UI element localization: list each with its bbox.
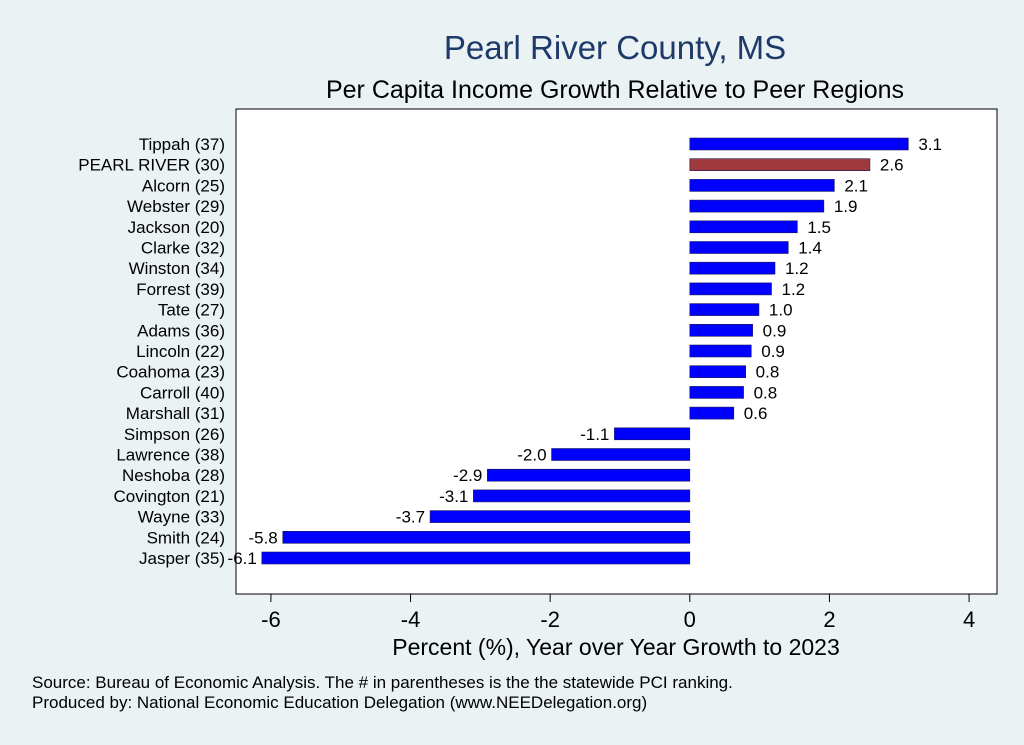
bar [614,427,691,441]
bar [689,282,772,296]
bar [689,365,746,379]
category-label: Jackson (20) [128,218,225,237]
x-tick-label: 0 [684,607,696,632]
category-label: Neshoba (28) [122,466,225,485]
x-tick-label: 4 [963,607,975,632]
source-note: Source: Bureau of Economic Analysis. The… [32,673,733,692]
bar [689,344,752,358]
bar [487,468,691,482]
value-label: 1.2 [785,259,809,278]
bar [689,261,776,275]
value-label: -2.0 [517,446,546,465]
bar [689,199,825,213]
bar [689,241,789,254]
value-label: 0.6 [744,404,768,423]
x-tick-label: -2 [540,607,560,632]
produced-by-note: Produced by: National Economic Education… [32,693,647,712]
value-label: 2.1 [844,176,868,195]
value-label: -6.1 [228,549,257,568]
category-label: Adams (36) [137,321,225,340]
chart-subtitle: Per Capita Income Growth Relative to Pee… [326,76,904,104]
bar [689,303,760,316]
x-tick-label: -4 [401,607,421,632]
value-label: 0.9 [761,342,785,361]
category-labels: Tippah (37) PEARL RIVER (30)Alcorn (25) We… [78,135,225,568]
category-label: PEARL RIVER (30) [78,156,225,175]
bar [689,220,798,234]
value-label: 0.8 [754,383,778,402]
category-label: Lawrence (38) [116,446,225,465]
x-axis: -6 -4 -2 0 2 4 [261,594,975,632]
value-label: 2.6 [880,156,904,175]
bar [282,530,691,544]
category-label: Tippah (37) [139,135,225,154]
category-label: Forrest (39) [136,280,225,299]
category-label: Alcorn (25) [142,176,225,195]
value-label: 0.9 [763,321,787,340]
value-label: 0.8 [756,363,780,382]
category-label: Jasper (35) [139,549,225,568]
category-label: Winston (34) [129,259,225,278]
value-label: -3.1 [439,487,468,506]
bar [261,551,691,565]
category-label: Smith (24) [147,528,225,547]
value-label: 1.9 [834,197,858,216]
category-label: Tate (27) [158,301,225,320]
bar [473,489,691,503]
value-label: 1.5 [807,218,831,237]
bar [689,137,909,151]
category-label: Covington (21) [113,487,225,506]
category-label: Carroll (40) [140,383,225,402]
value-label: -2.9 [453,466,482,485]
x-tick-label: -6 [261,607,281,632]
bar [429,510,691,523]
value-label: 1.2 [781,280,805,299]
value-labels: 3.12.62.11.91.51.41.21.21.00.90.90.80.80… [228,135,942,568]
bar-group [261,137,909,565]
bar [689,179,835,192]
bar [689,406,735,420]
value-label: -3.7 [396,508,425,527]
value-label: 1.0 [769,301,793,320]
x-axis-label: Percent (%), Year over Year Growth to 20… [392,634,840,660]
category-label: Coahoma (23) [116,363,225,382]
value-label: 3.1 [918,135,942,154]
category-label: Webster (29) [127,197,225,216]
bar [689,158,871,171]
x-tick-label: 2 [823,607,835,632]
bar [551,448,691,461]
category-label: Wayne (33) [138,508,225,527]
value-label: -5.8 [248,528,277,547]
value-label: 1.4 [798,239,822,258]
category-label: Simpson (26) [124,425,225,444]
chart-title: Pearl River County, MS [444,29,786,66]
category-label: Lincoln (22) [136,342,225,361]
category-label: Marshall (31) [126,404,225,423]
bar [689,386,744,399]
category-label: Clarke (32) [141,239,225,258]
value-label: -1.1 [580,425,609,444]
bar [689,323,753,337]
